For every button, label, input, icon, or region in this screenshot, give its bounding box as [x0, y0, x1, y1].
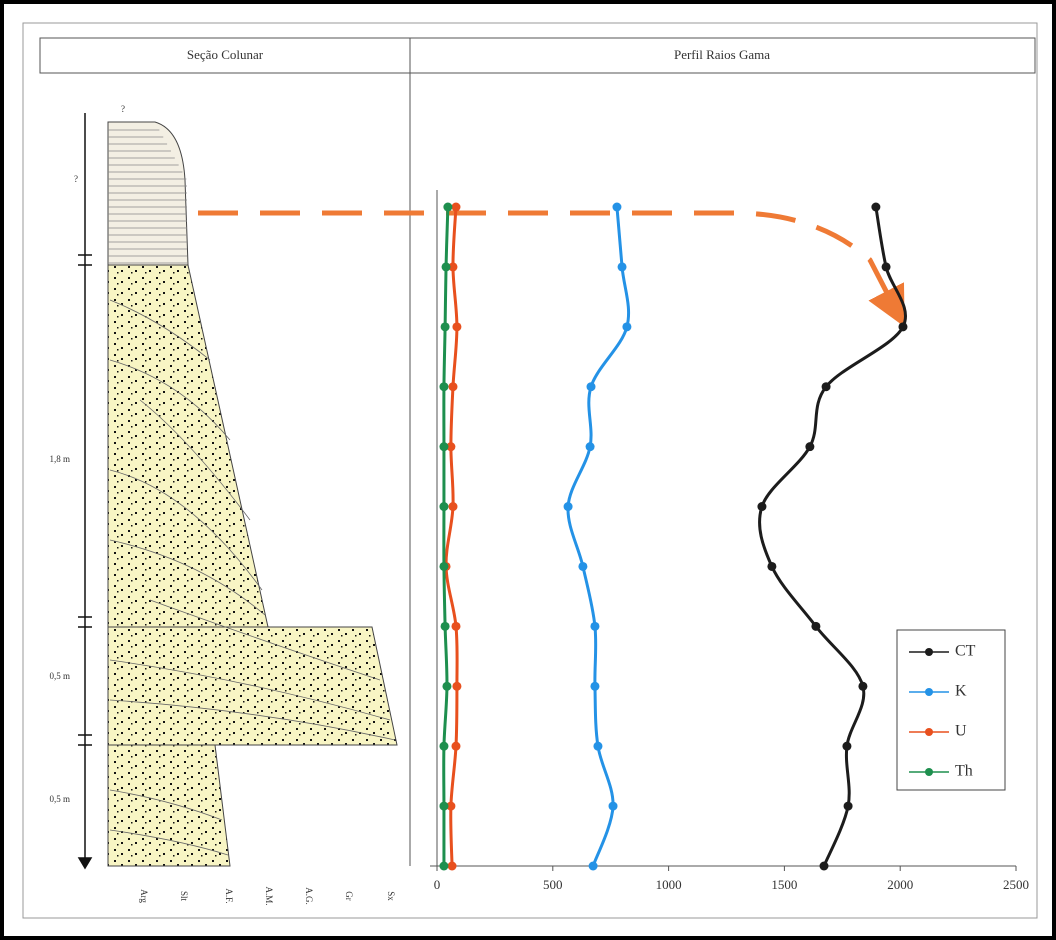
x-tick-label: 1500 [771, 877, 797, 892]
data-point [578, 561, 588, 571]
data-point [441, 262, 451, 272]
data-point [622, 322, 632, 332]
data-point [858, 681, 868, 691]
series-line [566, 206, 631, 867]
data-point [446, 442, 456, 452]
data-point [819, 861, 829, 871]
scale-label: 0,5 m [49, 671, 70, 681]
series-line [444, 206, 459, 867]
data-point [451, 202, 461, 212]
grain-size-label: A.G. [304, 887, 314, 905]
data-point [440, 322, 450, 332]
series-line [442, 206, 450, 866]
sand-bed [107, 744, 231, 867]
data-point [881, 262, 891, 272]
data-point [447, 861, 457, 871]
data-point [439, 561, 449, 571]
x-tick-label: 2000 [887, 877, 913, 892]
data-point [439, 741, 449, 751]
data-point [843, 801, 853, 811]
legend-label: K [955, 683, 967, 700]
grain-size-label: Gr [344, 891, 354, 901]
x-tick-label: 0 [434, 877, 441, 892]
data-point [588, 861, 598, 871]
header-row [39, 37, 1036, 74]
data-point [440, 621, 450, 631]
data-point [446, 801, 456, 811]
legend-box [896, 629, 1006, 791]
grain-size-label: Slt [179, 891, 189, 902]
shale-bed [107, 121, 189, 266]
data-point [590, 621, 600, 631]
legend-dot [925, 728, 933, 736]
legend-label: CT [955, 643, 976, 660]
section-header: Seção Colunar [187, 47, 264, 62]
scale-label: ? [74, 174, 78, 184]
data-point [443, 202, 453, 212]
data-point [439, 442, 449, 452]
data-point [439, 861, 449, 871]
data-point [805, 442, 815, 452]
data-point [617, 262, 627, 272]
data-point [590, 681, 600, 691]
data-point [451, 621, 461, 631]
data-point [563, 502, 573, 512]
grain-size-label: A.F. [224, 888, 234, 903]
data-point [608, 801, 618, 811]
series-line [758, 206, 907, 867]
data-point [452, 681, 462, 691]
legend-dot [925, 768, 933, 776]
data-point [593, 741, 603, 751]
scale-label: 0,5 m [49, 794, 70, 804]
legend-dot [925, 688, 933, 696]
correlation-arrow [198, 210, 905, 327]
data-point [586, 382, 596, 392]
panel-frame [22, 22, 1038, 919]
scale-label: 1,8 m [49, 454, 70, 464]
scale-label: ? [121, 104, 125, 114]
data-point [811, 621, 821, 631]
grain-size-label: Sx [386, 891, 396, 901]
grain-size-label: A.M. [264, 886, 274, 905]
data-point [442, 681, 452, 691]
data-point [612, 202, 622, 212]
data-point [821, 382, 831, 392]
depth-scale [77, 113, 93, 870]
x-tick-label: 2500 [1003, 877, 1029, 892]
legend-dot [925, 648, 933, 656]
data-point [871, 202, 881, 212]
data-point [767, 561, 777, 571]
x-tick-label: 1000 [656, 877, 682, 892]
data-point [439, 502, 449, 512]
sand-bed [107, 264, 269, 628]
lithology [107, 121, 398, 867]
data-point [585, 442, 595, 452]
x-tick-label: 500 [543, 877, 563, 892]
data-point [439, 801, 449, 811]
data-point [898, 322, 908, 332]
legend-label: U [955, 723, 967, 740]
chart-title: Perfil Raios Gama [674, 47, 770, 62]
data-point [448, 262, 458, 272]
grain-size-label: Arg [139, 889, 149, 903]
data-point [448, 382, 458, 392]
sand-bed [107, 626, 398, 746]
data-point [451, 741, 461, 751]
data-point [452, 322, 462, 332]
data-point [757, 502, 767, 512]
data-point [842, 741, 852, 751]
legend-label: Th [955, 763, 973, 780]
data-point [448, 502, 458, 512]
data-point [439, 382, 449, 392]
